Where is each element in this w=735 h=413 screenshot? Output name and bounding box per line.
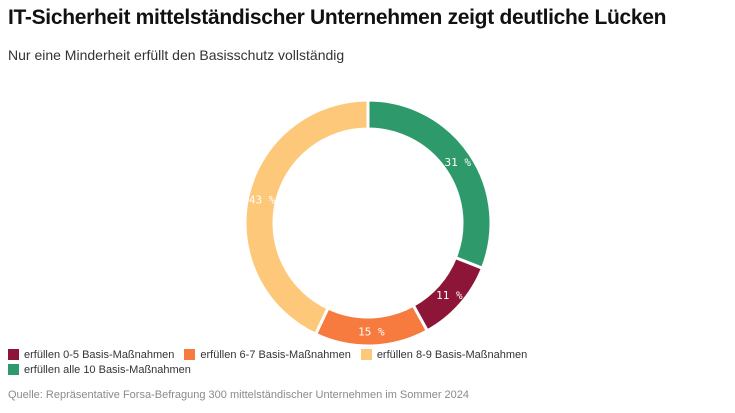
legend-swatch: [360, 349, 372, 360]
legend-row: erfüllen 0-5 Basis-Maßnahmen erfüllen 6-…: [8, 347, 608, 362]
chart-title: IT-Sicherheit mittelständischer Unterneh…: [8, 6, 667, 29]
donut-chart: 31 % 11 % 15 % 43 %: [243, 98, 493, 345]
legend-row: erfüllen alle 10 Basis-Maßnahmen: [8, 362, 608, 377]
slice-label: 31 %: [444, 156, 471, 169]
legend-item-8-9: erfüllen 8-9 Basis-Maßnahmen: [360, 348, 528, 361]
donut-slice: [366, 98, 493, 271]
source-note: Quelle: Repräsentative Forsa-Befragung 3…: [8, 389, 470, 401]
slice-label: 11 %: [436, 289, 463, 302]
donut-slice: [243, 98, 370, 337]
legend-swatch: [8, 349, 19, 360]
legend-swatch: [8, 364, 19, 375]
legend-swatch: [184, 349, 196, 360]
legend: erfüllen 0-5 Basis-Maßnahmen erfüllen 6-…: [8, 347, 608, 377]
legend-item-all-10: erfüllen alle 10 Basis-Maßnahmen: [8, 364, 191, 376]
slice-label: 15 %: [358, 325, 385, 338]
legend-label: erfüllen 0-5 Basis-Maßnahmen: [24, 348, 175, 361]
chart-subtitle: Nur eine Minderheit erfüllt den Basissch…: [8, 47, 345, 63]
legend-label: erfüllen 8-9 Basis-Maßnahmen: [376, 348, 528, 361]
legend-item-0-5: erfüllen 0-5 Basis-Maßnahmen: [8, 349, 174, 361]
legend-label: erfüllen 6-7 Basis-Maßnahmen: [200, 348, 351, 361]
legend-item-6-7: erfüllen 6-7 Basis-Maßnahmen: [184, 348, 351, 361]
slice-label: 43 %: [249, 193, 276, 206]
legend-label: erfüllen alle 10 Basis-Maßnahmen: [24, 363, 191, 376]
